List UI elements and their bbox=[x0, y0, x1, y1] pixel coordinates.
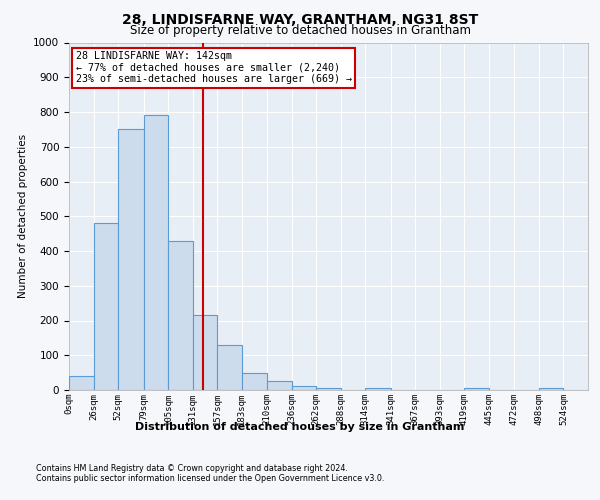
Bar bbox=[539, 388, 563, 390]
Bar bbox=[267, 382, 292, 390]
Text: 28, LINDISFARNE WAY, GRANTHAM, NG31 8ST: 28, LINDISFARNE WAY, GRANTHAM, NG31 8ST bbox=[122, 12, 478, 26]
Y-axis label: Number of detached properties: Number of detached properties bbox=[17, 134, 28, 298]
Bar bbox=[94, 223, 118, 390]
Bar bbox=[365, 388, 391, 390]
Bar bbox=[118, 130, 143, 390]
Bar bbox=[217, 345, 242, 390]
Bar bbox=[292, 386, 316, 390]
Text: Size of property relative to detached houses in Grantham: Size of property relative to detached ho… bbox=[130, 24, 470, 37]
Bar bbox=[316, 388, 341, 390]
Bar bbox=[168, 240, 193, 390]
Text: Contains public sector information licensed under the Open Government Licence v3: Contains public sector information licen… bbox=[36, 474, 385, 483]
Text: Contains HM Land Registry data © Crown copyright and database right 2024.: Contains HM Land Registry data © Crown c… bbox=[36, 464, 348, 473]
Text: Distribution of detached houses by size in Grantham: Distribution of detached houses by size … bbox=[136, 422, 464, 432]
Bar bbox=[69, 376, 94, 390]
Bar bbox=[193, 316, 217, 390]
Bar bbox=[143, 116, 168, 390]
Bar bbox=[464, 388, 489, 390]
Text: 28 LINDISFARNE WAY: 142sqm
← 77% of detached houses are smaller (2,240)
23% of s: 28 LINDISFARNE WAY: 142sqm ← 77% of deta… bbox=[76, 51, 352, 84]
Bar bbox=[242, 372, 267, 390]
